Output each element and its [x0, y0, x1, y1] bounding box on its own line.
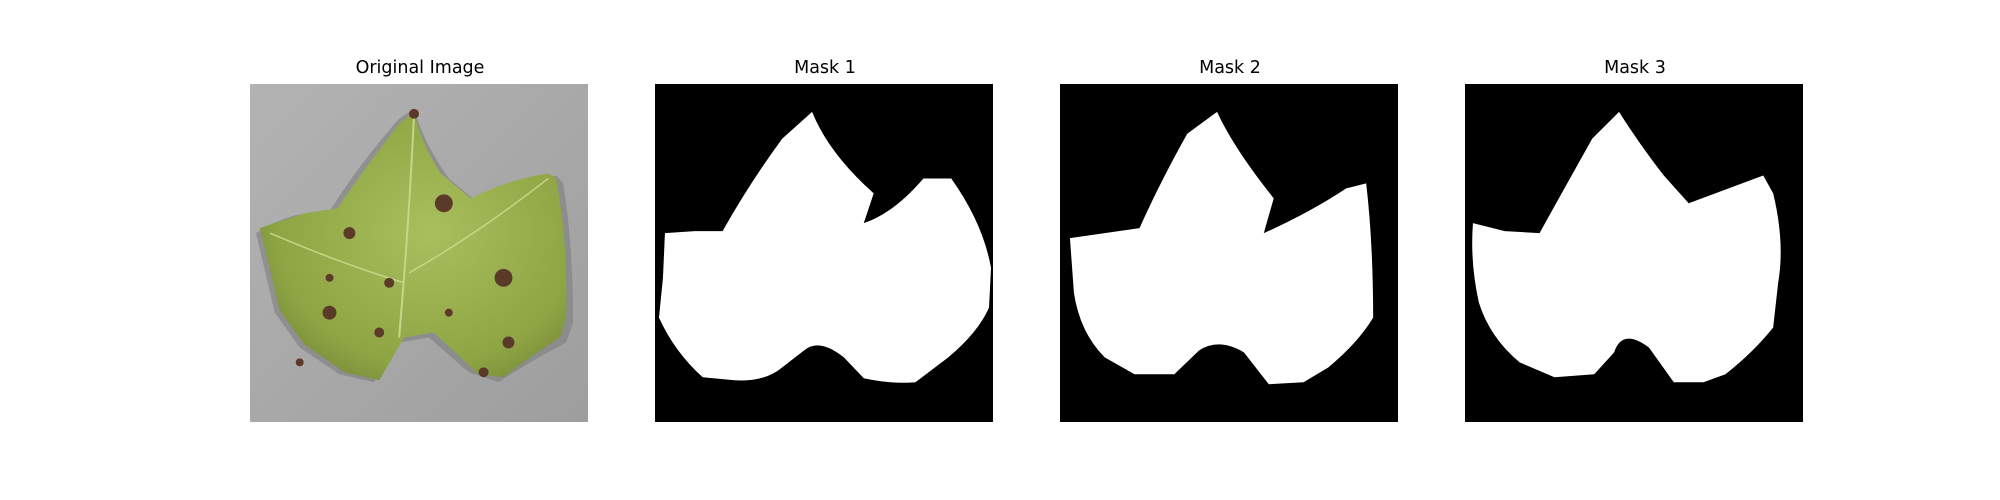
mask-3-image	[1465, 84, 1803, 422]
panel-title-mask-3: Mask 3	[1604, 58, 1666, 78]
panel-title-mask-2: Mask 2	[1199, 58, 1261, 78]
mask-1-image	[655, 84, 993, 422]
leaf-body	[259, 111, 567, 381]
mask-1-leaf-region	[658, 111, 992, 383]
panel-title-mask-1: Mask 1	[794, 58, 856, 78]
mask-2-leaf-region	[1069, 111, 1374, 385]
leaf-spots	[295, 108, 515, 378]
mask-1-binary	[655, 84, 993, 422]
panel-title-original: Original Image	[355, 58, 485, 78]
mask-2-image	[1060, 84, 1398, 422]
mask-3-binary	[1465, 84, 1803, 422]
leaf-vein-main	[398, 113, 416, 338]
mask-2-binary	[1060, 84, 1398, 422]
leaf-vein-right	[408, 177, 549, 274]
original-leaf-photo	[250, 84, 588, 422]
mask-3-leaf-region	[1472, 111, 1781, 383]
original-leaf-image	[250, 84, 588, 422]
